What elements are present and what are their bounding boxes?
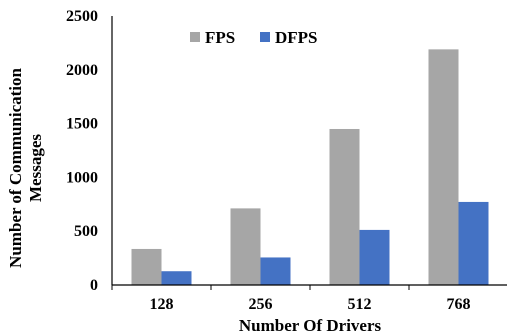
legend-label-dfps: DFPS [275, 28, 318, 47]
x-tick-label: 256 [249, 296, 273, 313]
legend-label-fps: FPS [205, 28, 235, 47]
y-tick-label: 1500 [66, 116, 98, 133]
bar-dfps-512 [359, 229, 390, 285]
legend: FPS DFPS [190, 28, 318, 47]
y-tick-label: 1000 [66, 169, 98, 186]
legend-swatch-dfps [260, 32, 270, 42]
y-tick-label: 2000 [66, 62, 98, 79]
y-axis-title-line-2: Messages [26, 134, 45, 202]
legend-swatch-fps [190, 32, 200, 42]
y-tick-label: 2500 [66, 8, 98, 25]
bar-fps-512 [329, 128, 360, 285]
bar-fps-128 [131, 248, 162, 285]
bar-dfps-128 [161, 271, 192, 285]
y-axis-title: Number of Communication Messages [6, 68, 45, 268]
y-tick-label: 500 [74, 223, 98, 240]
bar-dfps-768 [458, 201, 489, 285]
x-axis-tick-marks [111, 285, 410, 290]
x-axis-title: Number Of Drivers [239, 316, 382, 334]
x-tick-label: 512 [348, 296, 372, 313]
y-axis-title-line-1: Number of Communication [6, 68, 25, 268]
y-axis-ticks: 0 500 1000 1500 2000 2500 [66, 8, 98, 294]
bar-fps-768 [428, 49, 459, 285]
bar-fps-256 [230, 208, 261, 285]
x-tick-label: 768 [447, 296, 471, 313]
x-axis-ticks: 128 256 512 768 [150, 296, 471, 313]
x-tick-label: 128 [150, 296, 174, 313]
bars [131, 49, 489, 285]
bar-dfps-256 [260, 257, 291, 285]
y-tick-label: 0 [90, 277, 98, 294]
